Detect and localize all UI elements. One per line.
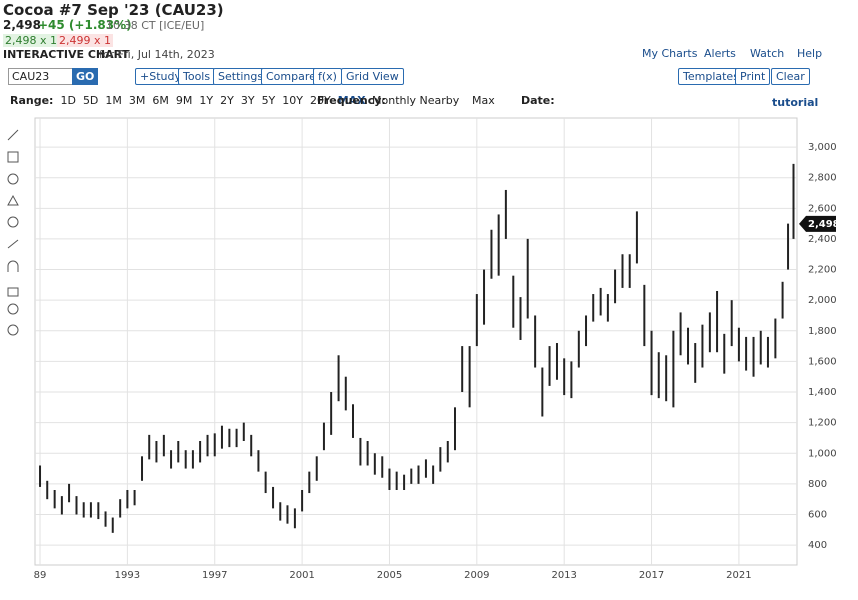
period[interactable]: Max [472,94,495,107]
range-option[interactable]: 1D [60,94,76,107]
frequency-label: Frequency: [317,94,386,107]
range-option[interactable]: 5D [82,94,99,107]
y-tick-label: 2,200 [808,265,837,276]
frequency[interactable]: Monthly Nearby [372,94,460,107]
range-bar: Range: 1D 5D 1M 3M 6M 9M 1Y 2Y 3Y 5Y 10Y 20Y MAX [10,94,366,107]
x-tick-label: 2009 [464,570,489,581]
y-tick-label: 800 [808,479,827,490]
x-tick-label: 2013 [551,570,576,581]
date-label: Date: [521,94,555,107]
bid: 2,498 x 13 [3,34,66,47]
button[interactable]: Compare [261,68,321,85]
link[interactable]: Alerts [704,47,736,60]
button[interactable]: Settings [213,68,269,85]
range-option[interactable]: 10Y [282,94,303,107]
y-tick-label: 600 [808,509,827,520]
x-tick-label: 1997 [202,570,227,581]
last-price-tag [799,215,836,232]
y-tick-label: 2,800 [808,173,837,184]
x-tick-label: 2021 [726,570,751,581]
price: 2,498 [3,18,41,32]
x-tick-label: 2005 [377,570,402,581]
range-option[interactable]: 6M [152,94,169,107]
range-option[interactable]: 1Y [199,94,214,107]
range-option[interactable]: 3Y [240,94,255,107]
x-tick-label: 2017 [639,570,664,581]
tutorial[interactable]: tutorial [772,96,819,109]
y-tick-label: 2,000 [808,295,837,306]
range-option[interactable]: 1M [105,94,122,107]
range-option[interactable]: 9M [175,94,193,107]
link[interactable]: Help [797,47,823,60]
link[interactable]: Watch [750,47,785,60]
ask: 2,499 x 1 [57,34,113,47]
time: 10:38 CT [ICE/EU] [106,19,205,32]
symbol-input[interactable]: CAU23 [8,68,76,85]
range-option[interactable]: 2Y [220,94,234,107]
range-option[interactable]: MAX [337,94,366,107]
y-tick-label: 2,400 [808,234,837,245]
change: +45 (+1.83%) [38,18,132,32]
range-label: Range: [10,94,54,107]
last-price-label: 2,498 [808,219,840,230]
button[interactable]: Print [735,68,771,85]
button[interactable]: f(x) [313,68,342,85]
button[interactable]: +Study [135,68,186,85]
y-tick-label: 1,000 [808,448,837,459]
y-tick-label: 3,000 [808,142,837,153]
range-option[interactable]: 3M [128,94,146,107]
button[interactable]: Grid View [341,68,404,85]
y-tick-label: 1,200 [808,418,837,429]
y-tick-label: 400 [808,540,827,551]
drawing-tools[interactable] [7,129,19,336]
y-tick-label: 1,600 [808,356,837,367]
x-tick-label: 89 [34,570,47,581]
range-option[interactable]: 5Y [261,94,276,107]
title: Cocoa #7 Sep '23 (CAU23) [3,1,224,19]
x-tick-label: 1993 [115,570,140,581]
y-tick-label: 1,400 [808,387,837,398]
chart: 400 600 800 1,000 1,200 1,400 1,600 1,800 2,000 2… [7,117,840,581]
chart-date: for Fri, Jul 14th, 2023 [99,48,215,61]
y-tick-label: 1,800 [808,326,837,337]
button[interactable]: Clear [771,68,810,85]
chart-label: INTERACTIVE CHART [3,48,130,61]
y-tick-label: 2,600 [808,203,837,214]
x-tick-label: 2001 [289,570,314,581]
go-button[interactable]: GO [72,68,99,85]
range-option[interactable]: 20Y [310,94,331,107]
link[interactable]: My Charts [642,47,698,60]
plot-frame [34,117,798,566]
button[interactable]: Tools [178,68,216,85]
